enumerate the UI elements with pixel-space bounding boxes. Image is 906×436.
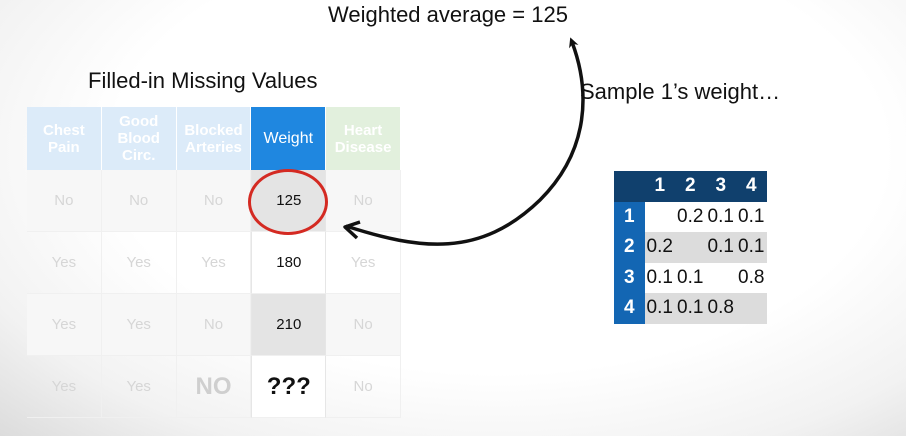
header-chest-pain: Chest Pain bbox=[27, 107, 102, 170]
table-cell: No bbox=[101, 170, 177, 232]
matrix-cell: 0.1 bbox=[644, 262, 675, 293]
matrix-cell bbox=[675, 232, 706, 263]
matrix-cell bbox=[644, 201, 675, 232]
table-title: Filled-in Missing Values bbox=[88, 68, 318, 93]
table-cell: Yes bbox=[27, 232, 102, 294]
table-header-row: Chest Pain Good Blood Circ. Blocked Arte… bbox=[27, 107, 401, 170]
matrix-cell: 0.1 bbox=[736, 201, 767, 232]
table-cell: Yes bbox=[101, 294, 177, 356]
table-cell: No bbox=[176, 170, 252, 232]
weighted-average-value: 125 bbox=[531, 2, 568, 27]
matrix-row-header: 1 bbox=[614, 201, 645, 232]
table-cell: No bbox=[27, 170, 102, 232]
matrix-cell bbox=[705, 262, 736, 293]
matrix-row: 4 0.1 0.1 0.8 bbox=[614, 293, 767, 324]
table-cell: Yes bbox=[326, 232, 401, 294]
table-row: Yes Yes No 210 No bbox=[27, 294, 401, 356]
weighted-average-label: Weighted average = bbox=[328, 2, 532, 27]
matrix-row: 1 0.2 0.1 0.1 bbox=[614, 201, 767, 232]
data-table: Chest Pain Good Blood Circ. Blocked Arte… bbox=[27, 107, 401, 418]
matrix-cell: 0.8 bbox=[705, 293, 736, 324]
table-cell: No bbox=[326, 294, 401, 356]
header-blocked-arteries: Blocked Arteries bbox=[176, 107, 252, 170]
matrix-cell: 0.1 bbox=[705, 201, 736, 232]
matrix-cell: 0.1 bbox=[644, 293, 675, 324]
table-row: Yes Yes NO ??? No bbox=[27, 356, 401, 418]
matrix-cell: 0.8 bbox=[736, 262, 767, 293]
matrix-row-header: 2 bbox=[614, 232, 645, 263]
highlight-circle bbox=[248, 169, 328, 235]
matrix-col-header: 4 bbox=[736, 171, 767, 202]
matrix-col-header: 2 bbox=[675, 171, 706, 202]
table-cell: Yes bbox=[176, 232, 252, 294]
table-cell: NO bbox=[176, 356, 252, 418]
matrix-col-header: 3 bbox=[705, 171, 736, 202]
table-cell: Yes bbox=[27, 294, 102, 356]
header-heart-disease: Heart Disease bbox=[326, 107, 401, 170]
header-good-blood-circ: Good Blood Circ. bbox=[101, 107, 177, 170]
matrix-row-header: 4 bbox=[614, 293, 645, 324]
matrix-corner bbox=[614, 171, 645, 202]
table-cell: Yes bbox=[101, 232, 177, 294]
table-cell: No bbox=[326, 356, 401, 418]
matrix-cell: 0.2 bbox=[675, 201, 706, 232]
weight-cell: 180 bbox=[251, 232, 327, 294]
table-cell: Yes bbox=[101, 356, 177, 418]
matrix-cell: 0.2 bbox=[644, 232, 675, 263]
matrix-cell: 0.1 bbox=[675, 293, 706, 324]
weight-cell: 210 bbox=[251, 294, 327, 356]
table-row: Yes Yes Yes 180 Yes bbox=[27, 232, 401, 294]
matrix-col-header: 1 bbox=[644, 171, 675, 202]
matrix-row-header: 3 bbox=[614, 262, 645, 293]
matrix-cell bbox=[736, 293, 767, 324]
matrix-row: 2 0.2 0.1 0.1 bbox=[614, 232, 767, 263]
similarity-matrix: 1 2 3 4 1 0.2 0.1 0.1 2 0.2 0.1 0.1 3 0.… bbox=[614, 171, 767, 324]
matrix-header-row: 1 2 3 4 bbox=[614, 171, 767, 202]
table-cell: No bbox=[176, 294, 252, 356]
sample-weight-caption: Sample 1’s weight… bbox=[580, 79, 781, 104]
matrix-row: 3 0.1 0.1 0.8 bbox=[614, 262, 767, 293]
table-cell: No bbox=[326, 170, 401, 232]
matrix-cell: 0.1 bbox=[675, 262, 706, 293]
header-weight: Weight bbox=[251, 107, 327, 170]
missing-weight-cell: ??? bbox=[251, 356, 327, 418]
table-cell: Yes bbox=[27, 356, 102, 418]
matrix-cell: 0.1 bbox=[705, 232, 736, 263]
matrix-cell: 0.1 bbox=[736, 232, 767, 263]
weighted-average-text: Weighted average = 125 bbox=[328, 2, 568, 28]
